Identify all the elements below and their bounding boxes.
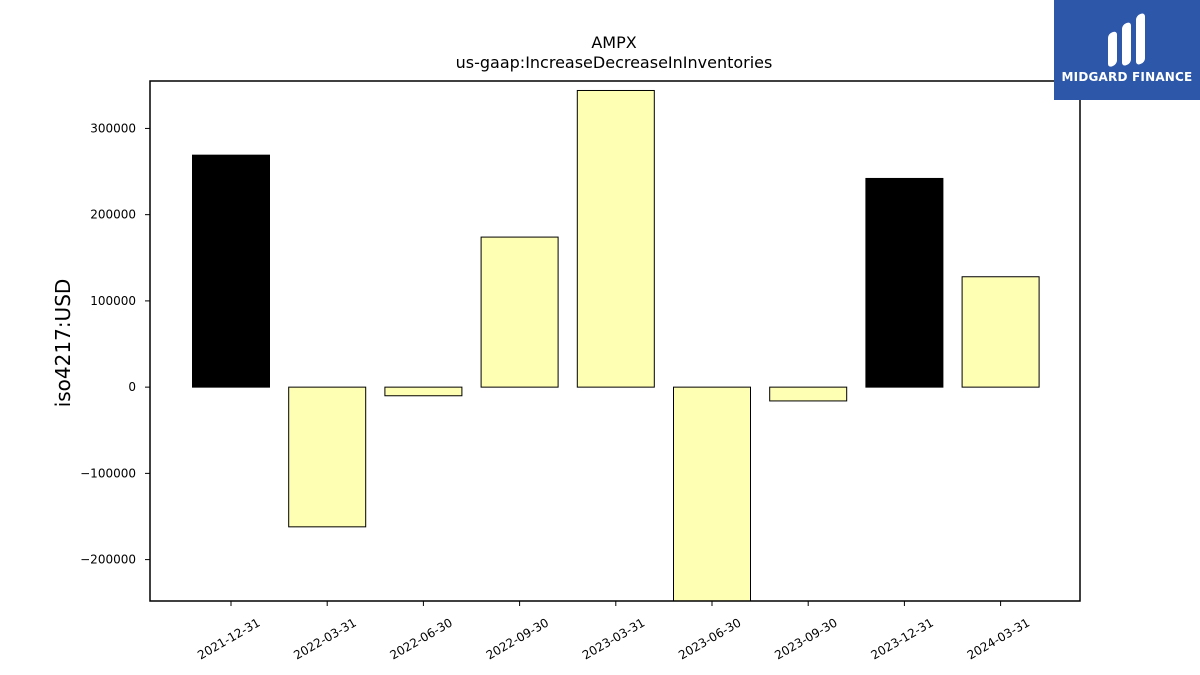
bar-2023-03-31 (576, 89, 655, 388)
x-tick-label: 2022-09-30 (484, 615, 551, 662)
brand-logo: MIDGARD FINANCE (1054, 0, 1200, 100)
bar-2022-09-30 (480, 236, 559, 388)
y-tick-label: 200000 (90, 208, 136, 222)
brand-name: MIDGARD FINANCE (1061, 70, 1193, 84)
midgard-logo-icon (1108, 13, 1145, 67)
y-axis-label: iso4217:USD (51, 279, 75, 408)
plot-area: −200000 −100000 0 100000 200000 300000 2021-12… (80, 80, 1081, 662)
x-tick-label: 2022-06-30 (387, 615, 454, 662)
bar-2023-12-31 (865, 177, 944, 388)
plot-frame (149, 80, 1081, 602)
y-tick-label: 100000 (90, 294, 136, 308)
bar-2024-03-31 (961, 276, 1040, 388)
y-tick-label: 0 (128, 380, 136, 394)
bar-2021-12-31 (192, 154, 270, 388)
y-tick-label: 300000 (90, 121, 136, 135)
x-tick-label: 2024-03-31 (965, 615, 1032, 662)
chart-subtitle: us-gaap:IncreaseDecreaseInInventories (456, 53, 773, 72)
y-tick-label: −100000 (80, 466, 136, 480)
bar-2023-09-30 (769, 386, 848, 402)
chart-title: AMPX (591, 33, 636, 52)
x-tick-label: 2023-06-30 (676, 615, 743, 662)
bar-2022-03-31 (288, 386, 367, 528)
bar-2023-06-30 (673, 386, 751, 602)
x-tick-label: 2022-03-31 (291, 615, 358, 662)
bar-2022-06-30 (384, 386, 463, 397)
y-tick-label: −200000 (80, 553, 136, 567)
x-tick-label: 2023-03-31 (580, 615, 647, 662)
x-tick-label: 2023-12-31 (868, 615, 935, 662)
x-tick-label: 2023-09-30 (772, 615, 839, 662)
x-tick-label: 2021-12-31 (195, 615, 262, 662)
